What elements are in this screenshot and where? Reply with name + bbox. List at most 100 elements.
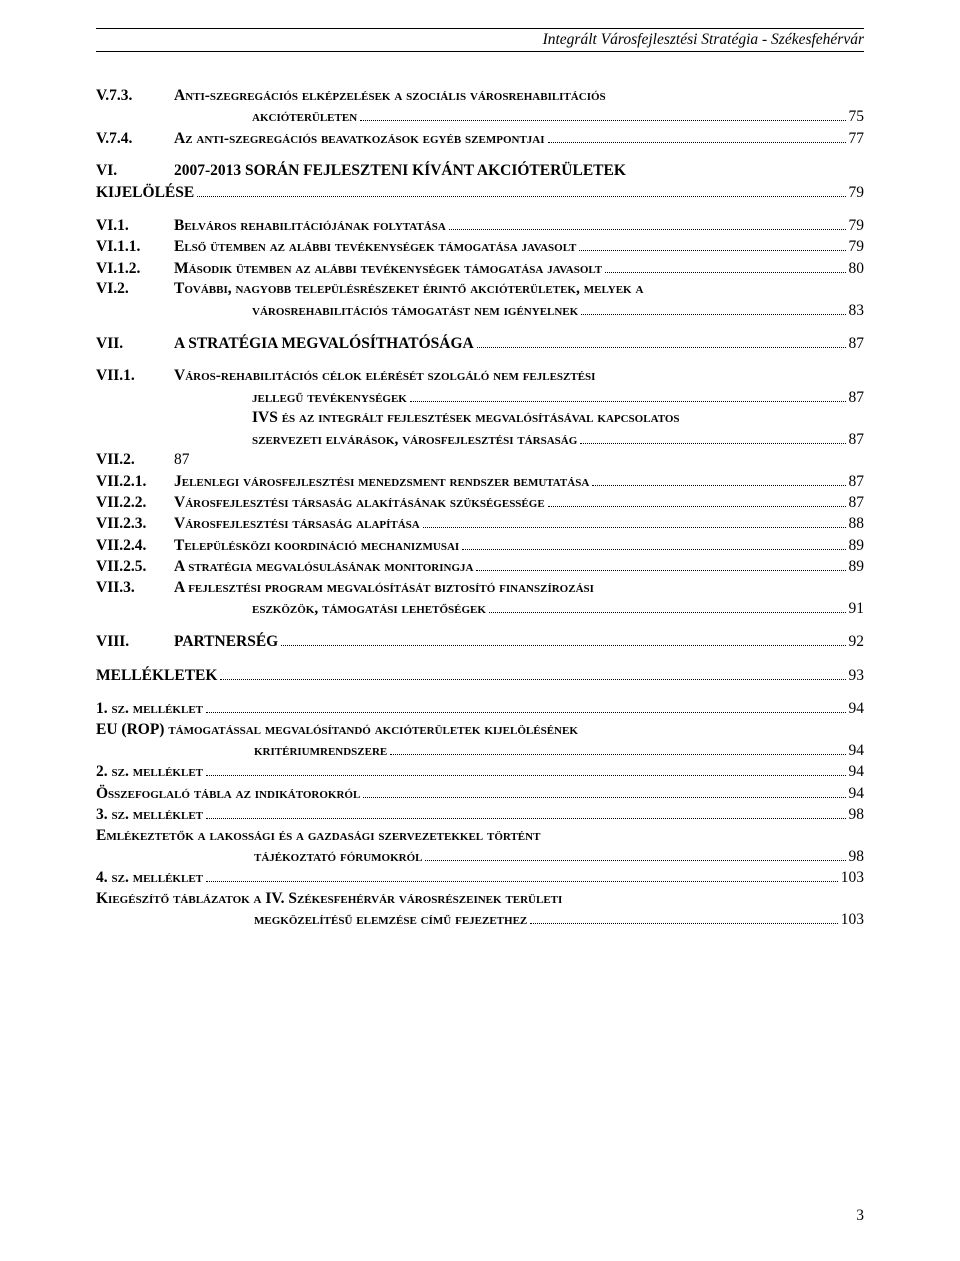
toc-page-number: 103 xyxy=(841,910,864,930)
toc-row: 4. sz. melléklet 103 xyxy=(96,867,864,888)
toc-text: Első ütemben az alábbi tevékenységek tám… xyxy=(174,237,576,257)
toc-label: VII.1. xyxy=(96,366,174,386)
toc-text: 2. sz. melléklet xyxy=(96,762,203,782)
toc-row: V.7.3.Anti-szegregációs elképzelések a s… xyxy=(96,86,864,106)
toc-row: VII.2.4.Településközi koordináció mechan… xyxy=(96,535,864,556)
toc-text: Kiegészítő táblázatok a IV. Székesfehérv… xyxy=(96,889,562,909)
toc-row: eszközök, támogatási lehetőségek 91 xyxy=(96,598,864,619)
toc-page-number: 94 xyxy=(849,699,865,719)
toc-leader-dots xyxy=(605,258,845,273)
toc-row: városrehabilitációs támogatást nem igény… xyxy=(96,300,864,321)
toc-row: Kiegészítő táblázatok a IV. Székesfehérv… xyxy=(96,889,864,909)
toc-page-number: 91 xyxy=(849,599,865,619)
toc-leader-dots xyxy=(425,846,845,861)
toc-page-number: 87 xyxy=(849,334,865,354)
toc-text: Városfejlesztési társaság alakításának s… xyxy=(174,493,545,513)
toc-row: VII.A STRATÉGIA MEGVALÓSÍTHATÓSÁGA 87 xyxy=(96,333,864,354)
toc-leader-dots xyxy=(581,300,845,315)
toc-label: VI.1. xyxy=(96,216,174,236)
toc-page-number: 87 xyxy=(849,430,865,450)
toc-row: tájékoztató fórumokról 98 xyxy=(96,846,864,867)
toc-text: 4. sz. melléklet xyxy=(96,868,203,888)
toc-page-number: 87 xyxy=(849,493,865,513)
table-of-contents: V.7.3.Anti-szegregációs elképzelések a s… xyxy=(96,86,864,931)
toc-page-number: 92 xyxy=(849,632,865,652)
toc-leader-dots xyxy=(206,804,845,819)
toc-row: 2. sz. melléklet 94 xyxy=(96,761,864,782)
toc-text: Második ütemben az alábbi tevékenységek … xyxy=(174,259,602,279)
toc-row: 1. sz. melléklet 94 xyxy=(96,698,864,719)
toc-row: VII.2.2.Városfejlesztési társaság alakít… xyxy=(96,492,864,513)
toc-page-number: 94 xyxy=(849,784,865,804)
toc-row: VII.2.5.A stratégia megvalósulásának mon… xyxy=(96,556,864,577)
toc-row: VII.2.87 xyxy=(96,450,864,470)
toc-text: A fejlesztési program megvalósítását biz… xyxy=(174,578,594,598)
toc-row: VII.2.3.Városfejlesztési társaság alapít… xyxy=(96,513,864,534)
toc-leader-dots xyxy=(477,333,846,348)
toc-leader-dots xyxy=(363,783,845,798)
toc-leader-dots xyxy=(489,598,846,613)
toc-leader-dots xyxy=(580,429,845,444)
toc-page-number: 88 xyxy=(849,514,865,534)
toc-text: A stratégia megvalósulásának monitoringj… xyxy=(174,557,473,577)
toc-text: EU (ROP) támogatással megvalósítandó akc… xyxy=(96,720,578,740)
toc-page-number: 98 xyxy=(849,805,865,825)
toc-text: eszközök, támogatási lehetőségek xyxy=(252,599,486,619)
page-header: Integrált Városfejlesztési Stratégia - S… xyxy=(96,28,864,52)
toc-label: VII. xyxy=(96,334,174,354)
toc-row: Összefoglaló tábla az indikátorokról 94 xyxy=(96,783,864,804)
toc-row: Emlékeztetők a lakossági és a gazdasági … xyxy=(96,826,864,846)
toc-leader-dots xyxy=(390,740,845,755)
toc-page-number: 103 xyxy=(841,868,864,888)
toc-leader-dots xyxy=(410,387,846,402)
toc-text: megközelítésű elemzése című fejezethez xyxy=(254,910,527,930)
toc-page-number: 79 xyxy=(849,216,865,236)
page-number: 3 xyxy=(856,1207,864,1225)
toc-leader-dots xyxy=(220,665,845,680)
toc-text: KIJELÖLÉSE xyxy=(96,183,194,203)
toc-text: 3. sz. melléklet xyxy=(96,805,203,825)
toc-row: VI.1.Belváros rehabilitációjának folytat… xyxy=(96,215,864,236)
toc-leader-dots xyxy=(476,556,845,571)
toc-label: VII.2.2. xyxy=(96,493,174,513)
toc-page-number: 94 xyxy=(849,741,865,761)
toc-page-number: 80 xyxy=(849,259,865,279)
toc-leader-dots xyxy=(206,867,838,882)
toc-label: VII.2.5. xyxy=(96,557,174,577)
toc-row: VI.2.További, nagyobb településrészeket … xyxy=(96,279,864,299)
toc-page-number: 87 xyxy=(849,388,865,408)
toc-text: Belváros rehabilitációjának folytatása xyxy=(174,216,446,236)
toc-page-number: 89 xyxy=(849,536,865,556)
toc-label: VI.1.1. xyxy=(96,237,174,257)
toc-text: PARTNERSÉG xyxy=(174,632,278,652)
toc-row: V.7.4.Az anti-szegregációs beavatkozások… xyxy=(96,128,864,149)
toc-page-number: 87 xyxy=(849,472,865,492)
toc-page-number: 79 xyxy=(849,183,865,203)
toc-leader-dots xyxy=(423,513,846,528)
toc-text: 1. sz. melléklet xyxy=(96,699,203,719)
toc-text: kritériumrendszere xyxy=(254,741,387,761)
toc-leader-dots xyxy=(206,761,845,776)
page: Integrált Városfejlesztési Stratégia - S… xyxy=(0,0,960,1261)
toc-text: 2007-2013 SORÁN FEJLESZTENI KÍVÁNT AKCIÓ… xyxy=(174,161,626,181)
toc-leader-dots xyxy=(592,471,845,486)
toc-row: VI.2007-2013 SORÁN FEJLESZTENI KÍVÁNT AK… xyxy=(96,161,864,181)
toc-label: VII.2.3. xyxy=(96,514,174,534)
toc-leader-dots xyxy=(579,236,845,251)
toc-page-number: 77 xyxy=(849,129,865,149)
toc-text: akcióterületen xyxy=(252,107,357,127)
toc-page-number: 83 xyxy=(849,301,865,321)
toc-label: V.7.3. xyxy=(96,86,174,106)
toc-row: KIJELÖLÉSE 79 xyxy=(96,182,864,203)
toc-row: VI.1.2.Második ütemben az alábbi tevéken… xyxy=(96,258,864,279)
toc-row: IVS és az integrált fejlesztések megvaló… xyxy=(96,408,864,428)
toc-leader-dots xyxy=(548,128,846,143)
toc-text: Jelenlegi városfejlesztési menedzsment r… xyxy=(174,472,589,492)
toc-leader-dots xyxy=(449,215,846,230)
toc-label: VII.2. xyxy=(96,450,174,470)
toc-row: szervezeti elvárások, városfejlesztési t… xyxy=(96,429,864,450)
toc-label: VII.2.1. xyxy=(96,472,174,492)
toc-text: Anti-szegregációs elképzelések a szociál… xyxy=(174,86,606,106)
toc-row: MELLÉKLETEK 93 xyxy=(96,665,864,686)
toc-label: V.7.4. xyxy=(96,129,174,149)
